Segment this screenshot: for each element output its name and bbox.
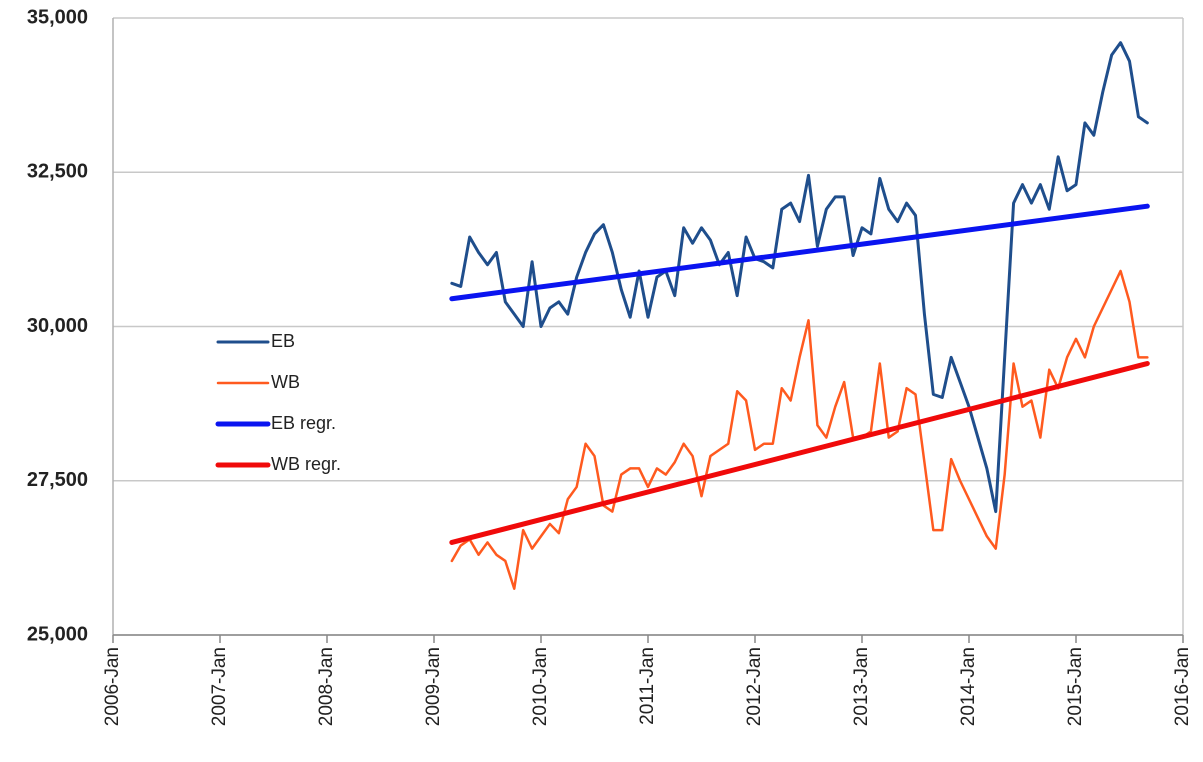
x-tick-label: 2008-Jan	[316, 647, 337, 726]
x-tick-label: 2012-Jan	[744, 647, 765, 726]
x-tick-label: 2009-Jan	[423, 647, 444, 726]
y-tick-label: 30,000	[27, 315, 88, 337]
line-series	[450, 269, 1149, 590]
line-series	[449, 203, 1150, 302]
legend-label: EB	[271, 331, 295, 351]
y-tick-label: 35,000	[27, 6, 88, 28]
legend-label: EB regr.	[271, 413, 336, 433]
legend-label: WB regr.	[271, 454, 341, 474]
legend-label: WB	[271, 372, 300, 392]
y-tick-label: 32,500	[27, 161, 88, 183]
x-tick-label: 2010-Jan	[530, 647, 551, 726]
x-tick-label: 2011-Jan	[637, 647, 658, 725]
x-tick-label: 2013-Jan	[851, 647, 872, 726]
y-tick-label: 25,000	[27, 623, 88, 645]
x-tick-label: 2015-Jan	[1065, 647, 1086, 726]
line-series	[450, 41, 1149, 514]
line-series	[449, 361, 1150, 545]
y-tick-label: 27,500	[27, 469, 88, 491]
x-tick-label: 2016-Jan	[1172, 647, 1193, 726]
x-tick-label: 2014-Jan	[958, 647, 979, 726]
x-tick-label: 2006-Jan	[102, 647, 123, 726]
x-tick-label: 2007-Jan	[209, 647, 230, 726]
